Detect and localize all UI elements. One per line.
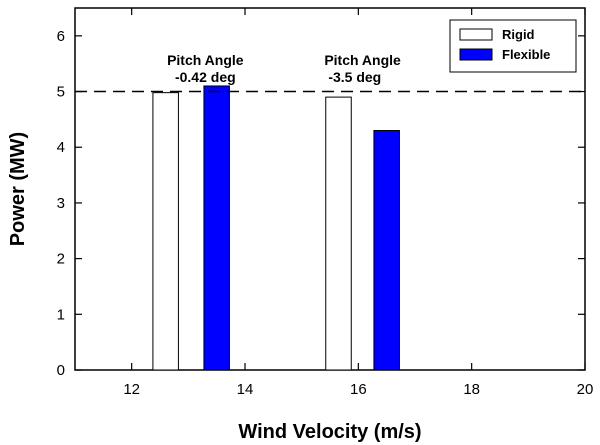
y-axis-title: Power (MW)	[7, 132, 29, 246]
legend-label-flexible: Flexible	[502, 47, 550, 62]
legend-swatch-flexible	[459, 48, 493, 61]
x-tick-label: 12	[123, 381, 140, 398]
y-tick-label: 6	[57, 28, 65, 45]
bars	[152, 85, 400, 371]
y-tick-label: 3	[57, 195, 65, 212]
y-tick-label: 2	[57, 251, 65, 268]
x-axis-title: Wind Velocity (m/s)	[238, 421, 421, 443]
x-tick-label: 20	[577, 381, 594, 398]
bar-rigid	[152, 92, 179, 371]
x-tick-label: 16	[350, 381, 367, 398]
y-tick-label: 0	[57, 362, 65, 379]
y-tick-label: 5	[57, 84, 65, 101]
x-tick-label: 18	[463, 381, 480, 398]
legend-swatch-rigid	[459, 28, 493, 41]
y-tick-label: 1	[57, 306, 65, 323]
bar-rigid	[325, 96, 352, 371]
annotations: Pitch Angle -0.42 deg Pitch Angle -3.5 deg	[167, 52, 401, 85]
y-tick-label: 4	[57, 139, 65, 156]
bar-flexible	[203, 85, 230, 371]
legend: Rigid Flexible	[449, 19, 577, 73]
legend-label-rigid: Rigid	[502, 27, 535, 42]
pitch-angle-annotation: Pitch Angle -0.42 deg	[167, 52, 244, 85]
bar-flexible	[373, 130, 400, 371]
pitch-angle-annotation: Pitch Angle -3.5 deg	[324, 52, 401, 85]
x-tick-label: 14	[237, 381, 254, 398]
